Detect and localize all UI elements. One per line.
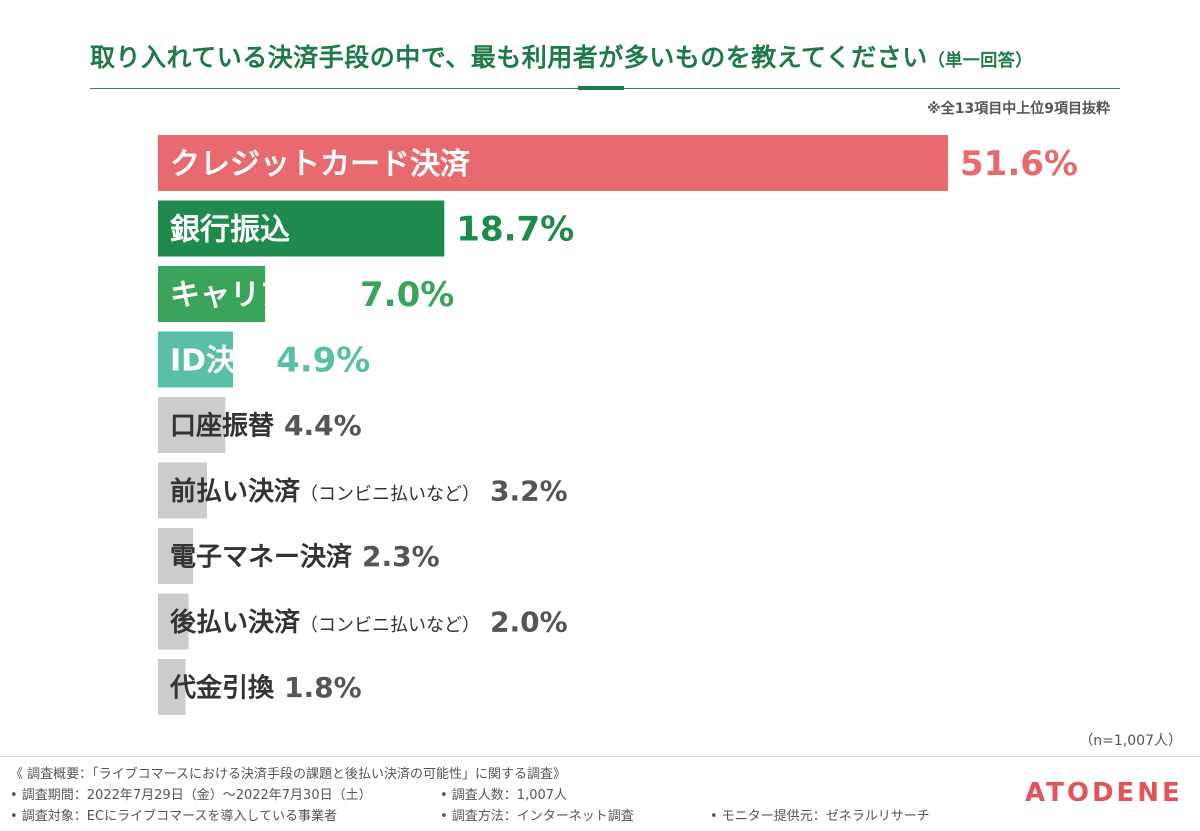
bar-9 [158, 659, 186, 715]
survey-provider: • モニター提供元：ゼネラルリサーチ [710, 809, 930, 824]
value-label-8: 2.0% [490, 606, 568, 639]
value-label-3: 7.0% [360, 275, 454, 315]
survey-period: • 調査期間：2022年7月29日（金）〜2022年7月30日（土） [10, 788, 372, 803]
survey-method: • 調査方法：インターネット調査 [440, 809, 634, 824]
category-label-7: 電子マネー決済 [170, 541, 353, 572]
value-label-9: 1.8% [284, 671, 362, 704]
bar-6 [158, 462, 207, 519]
survey-overview: 《 調査概要：「ライブコマースにおける決済手段の課題と後払い決済の可能性」に関す… [10, 764, 930, 827]
category-label-8: 後払い決済（コンビニ払いなど） [170, 607, 480, 638]
value-label-6: 3.2% [490, 475, 568, 508]
bar-8 [158, 593, 189, 650]
category-label-5: 口座振替 [170, 410, 274, 441]
sample-size: （n=1,007人） [1079, 733, 1182, 749]
value-label-1: 51.6% [960, 144, 1078, 184]
bar-3 [158, 266, 266, 322]
bar-chart: クレジットカード決済 51.6% 銀行振込 18.7% キャリア決済 7.0% ID決済 4.… [158, 135, 1078, 715]
atodene-logo: ATODENE [1025, 778, 1183, 808]
chart-title-sub: （単一回答） [927, 51, 1033, 71]
bar-7 [158, 528, 194, 584]
bar-1 [158, 135, 948, 191]
chart-title: 取り入れている決済手段の中で、最も利用者が多いものを教えてください（単一回答） [90, 38, 1120, 74]
category-label-2: 銀行振込 [170, 212, 290, 247]
chart-title-main: 取り入れている決済手段の中で、最も利用者が多いものを教えてください [90, 43, 928, 72]
bar-2 [158, 200, 445, 257]
bar-4 [158, 331, 234, 388]
category-label-4: ID決済 [170, 343, 267, 378]
survey-target: • 調査対象：ECにライブコマースを導入している事業者 [10, 809, 338, 824]
bar-5 [158, 397, 226, 453]
value-label-7: 2.3% [362, 540, 440, 573]
overview-title: 《 調査概要：「ライブコマースにおける決済手段の課題と後払い決済の可能性」に関す… [10, 767, 566, 782]
value-label-4: 4.9% [276, 341, 370, 381]
category-label-9: 代金引換 [169, 672, 275, 703]
title-divider-accent [578, 86, 624, 90]
value-label-2: 18.7% [456, 210, 574, 250]
selection-note: ※全13項目中上位9項目抜粋 [927, 101, 1110, 117]
survey-respondents: • 調査人数：1,007人 [440, 788, 568, 803]
category-label-6: 前払い決済（コンビニ払いなど） [170, 476, 480, 507]
footer-divider [0, 756, 1200, 757]
category-label-1: クレジットカード決済 [170, 147, 471, 182]
category-label-3: キャリア決済 [170, 278, 351, 313]
value-label-5: 4.4% [284, 409, 362, 442]
